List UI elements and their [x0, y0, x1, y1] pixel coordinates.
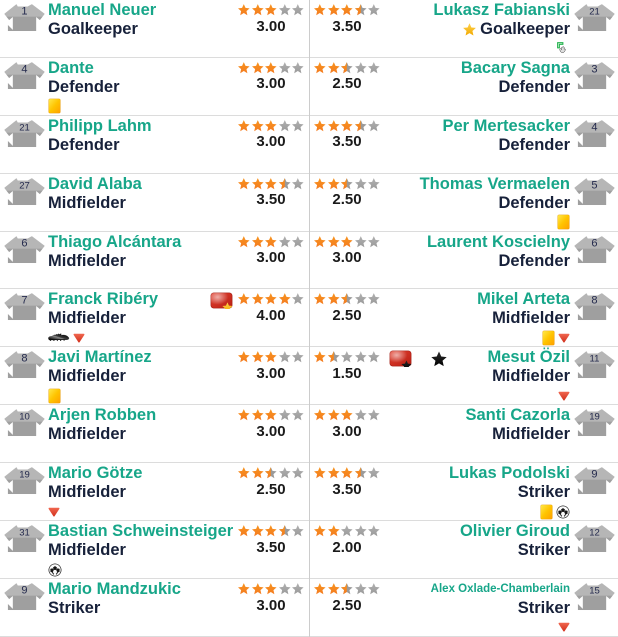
svg-text:8: 8 [591, 295, 597, 307]
svg-text:9: 9 [21, 584, 27, 596]
svg-text:21: 21 [589, 7, 600, 18]
svg-text:10: 10 [19, 412, 30, 423]
svg-text:6: 6 [591, 237, 597, 249]
svg-text:15: 15 [589, 585, 600, 596]
svg-text:7: 7 [21, 295, 27, 307]
svg-text:1: 1 [21, 6, 27, 18]
svg-text:3: 3 [591, 63, 597, 75]
svg-text:8: 8 [21, 353, 27, 365]
svg-text:11: 11 [589, 354, 599, 365]
svg-text:27: 27 [19, 180, 30, 191]
svg-text:19: 19 [19, 470, 30, 481]
svg-text:21: 21 [19, 122, 30, 133]
svg-text:31: 31 [19, 528, 30, 539]
svg-text:6: 6 [21, 237, 27, 249]
svg-text:19: 19 [589, 412, 600, 423]
svg-text:9: 9 [591, 469, 597, 481]
svg-text:4: 4 [591, 121, 597, 133]
svg-text:12: 12 [589, 528, 600, 539]
svg-text:4: 4 [21, 63, 27, 75]
svg-text:5: 5 [591, 179, 597, 191]
